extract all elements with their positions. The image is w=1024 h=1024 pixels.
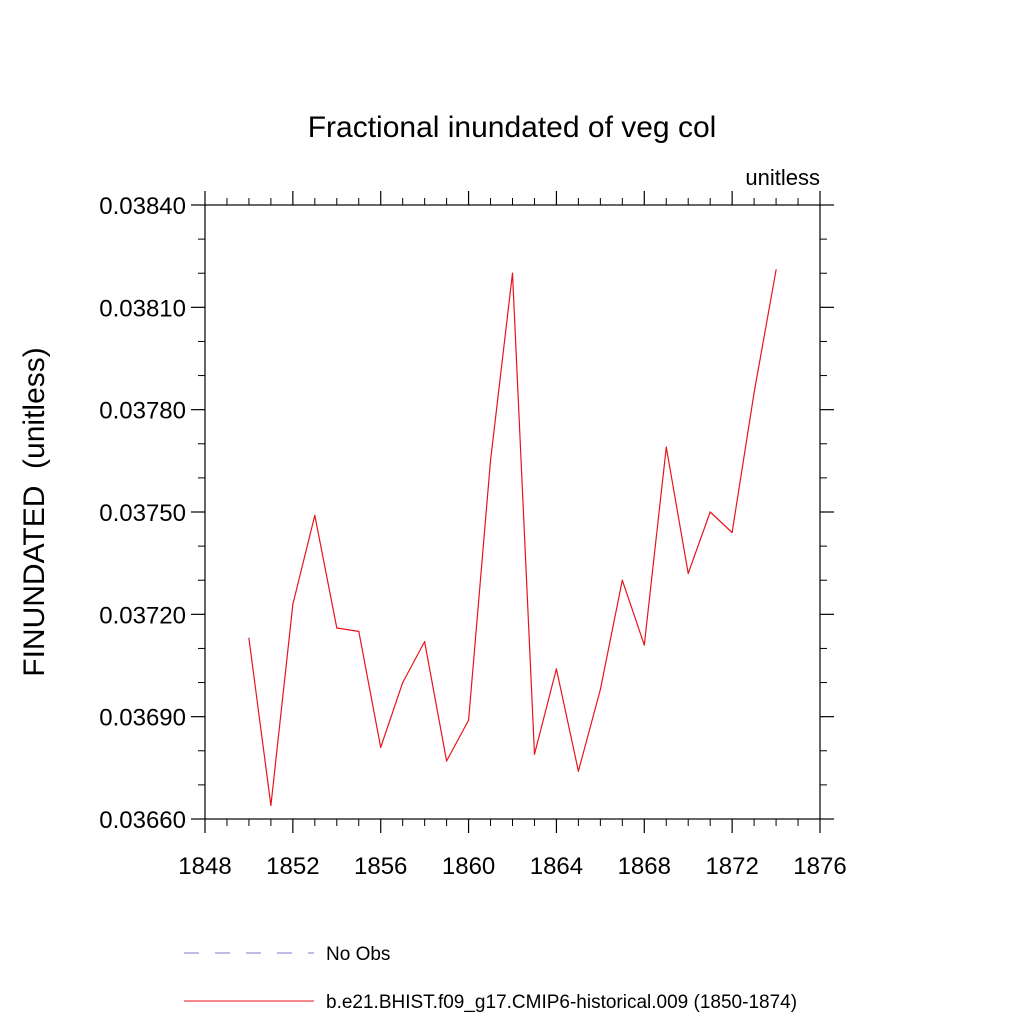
data-point	[599, 688, 601, 690]
data-point	[775, 269, 777, 271]
y-tick-label: 0.03810	[99, 295, 186, 322]
data-point	[314, 514, 316, 517]
x-tick-label: 1848	[178, 853, 231, 880]
data-point	[731, 531, 733, 534]
x-tick-label: 1856	[354, 853, 407, 880]
series-line	[248, 269, 777, 807]
data-point	[533, 753, 536, 755]
data-point	[621, 579, 623, 581]
units-label: unitless	[745, 165, 820, 190]
plot-frame	[204, 204, 821, 820]
data-point	[709, 511, 711, 513]
series-group	[248, 269, 777, 807]
data-point	[292, 603, 294, 605]
y-tick-label: 0.03750	[99, 500, 186, 527]
data-point	[687, 572, 689, 575]
y-tick-label: 0.03660	[99, 807, 186, 834]
data-point	[467, 719, 470, 721]
data-point	[270, 804, 272, 806]
data-point	[424, 641, 426, 643]
y-tick-label: 0.03780	[99, 398, 186, 425]
y-axis-label: FINUNDATED (unitless)	[18, 347, 51, 676]
data-point	[577, 770, 579, 772]
axis-ticks: 1848 1852 1856 1860 1864 1868 1872 1876 0.03660 0…	[99, 191, 847, 880]
data-point	[665, 446, 667, 448]
x-tick-label: 1860	[442, 853, 495, 880]
data-point	[402, 681, 404, 684]
x-tick-label: 1852	[266, 853, 319, 880]
legend-label: b.e21.BHIST.f09_g17.CMIP6-historical.009…	[326, 992, 797, 1013]
x-tick-label: 1872	[705, 853, 758, 880]
legend: No Obs b.e21.BHIST.f09_g17.CMIP6-historic…	[184, 944, 797, 1013]
y-tick-label: 0.03840	[99, 193, 186, 220]
data-point	[248, 637, 250, 639]
legend-label: No Obs	[326, 944, 390, 965]
data-point	[753, 392, 755, 394]
data-point	[336, 627, 338, 629]
x-tick-label: 1868	[618, 853, 671, 880]
data-point	[555, 668, 558, 670]
chart-title: Fractional inundated of veg col	[308, 111, 717, 144]
data-point	[358, 630, 360, 632]
data-point	[511, 272, 514, 274]
x-tick-label: 1876	[793, 853, 846, 880]
data-point	[489, 460, 492, 462]
data-point	[643, 644, 645, 646]
data-point	[380, 746, 382, 748]
y-tick-label: 0.03690	[99, 705, 186, 732]
data-point	[446, 760, 448, 762]
x-tick-label: 1864	[530, 853, 583, 880]
y-tick-label: 0.03720	[99, 602, 186, 629]
